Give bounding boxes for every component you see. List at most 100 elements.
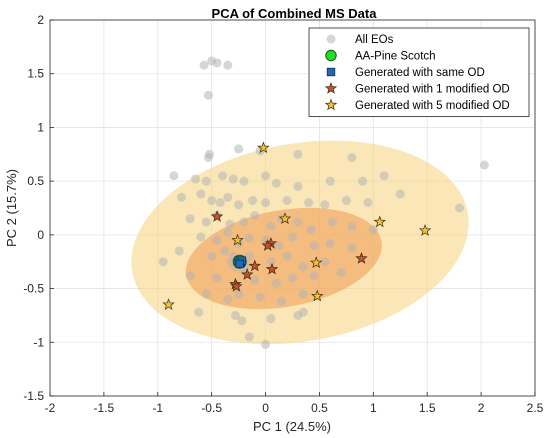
x-tick-label: 1.5 (419, 401, 436, 415)
all-eos-point (293, 182, 303, 192)
all-eos-point (203, 90, 213, 100)
all-eos-point (320, 200, 330, 210)
all-eos-point (220, 246, 230, 256)
x-axis-label: PC 1 (24.5%) (253, 419, 331, 434)
all-eos-point (309, 241, 319, 251)
all-eos-point (327, 217, 337, 227)
all-eos-point (201, 289, 211, 299)
x-tick-label: 2 (478, 401, 485, 415)
x-tick-label: 0.5 (311, 401, 328, 415)
same-od-point (235, 259, 244, 269)
all-eos-point (379, 171, 389, 181)
all-eos-point (223, 228, 233, 238)
series-3 (210, 210, 368, 292)
y-tick-label: -1.5 (23, 389, 44, 403)
all-eos-point (298, 289, 308, 299)
y-axis-ticks: -1.5 -1 -0.5 0 0.5 1 1.5 2 (23, 13, 54, 403)
all-eos-point (207, 251, 217, 261)
all-eos-point (266, 221, 276, 231)
legend-marker (325, 49, 337, 62)
all-eos-point (336, 267, 346, 277)
all-eos-point (325, 176, 335, 186)
one-modified-od-point (265, 262, 279, 275)
x-tick-label: 0 (262, 401, 269, 415)
one-modified-od-point (261, 239, 274, 251)
five-modified-od-point (418, 224, 432, 236)
all-eos-point (217, 171, 227, 181)
five-modified-od-point (278, 212, 292, 225)
all-eos-point (271, 178, 281, 188)
legend-label: Generated with 1 modified OD (355, 84, 510, 96)
x-axis-ticks: -2 -1.5 -1 -0.5 0 0.5 1 1.5 2 2.5 (45, 392, 544, 415)
all-eos-point (347, 243, 357, 253)
all-eos-point (293, 217, 303, 227)
all-eos-point (223, 192, 233, 202)
legend-label: Generated with 5 modified OD (355, 100, 510, 112)
all-eos-point (158, 257, 168, 267)
y-tick-label: 1.5 (27, 67, 44, 81)
all-eos-point (223, 60, 233, 70)
one-modified-od-point (241, 268, 254, 280)
all-eos-point (169, 171, 179, 181)
all-eos-point (306, 224, 316, 234)
all-eos-point (288, 273, 297, 283)
all-eos-point (228, 174, 238, 184)
all-eos-point (234, 200, 244, 210)
one-modified-od-point (355, 251, 368, 264)
data-points (158, 56, 489, 349)
x-tick-label: -1 (152, 401, 163, 415)
all-eos-point (282, 251, 292, 261)
all-eos-point (244, 233, 254, 243)
all-eos-point (237, 316, 247, 326)
y-axis-label: PC 2 (15.7%) (4, 169, 19, 247)
x-tick-label: -2 (45, 401, 56, 415)
one-modified-od-point (248, 259, 261, 272)
all-eos-point (223, 294, 233, 304)
y-tick-label: -0.5 (23, 282, 44, 296)
all-eos-point (320, 257, 330, 267)
series-0 (158, 56, 489, 349)
x-tick-label: 1 (370, 401, 377, 415)
all-eos-point (196, 189, 206, 199)
plot-frame (49, 19, 536, 397)
legend-marker (324, 98, 338, 111)
all-eos-point (196, 232, 206, 242)
x-tick-label: 2.5 (527, 401, 544, 415)
all-eos-point (288, 232, 297, 242)
one-modified-od-point (210, 210, 224, 222)
all-eos-point (250, 211, 260, 221)
all-eos-point (212, 235, 222, 245)
chart-title: PCA of Combined MS Data (212, 6, 378, 21)
all-eos-point (479, 160, 489, 170)
all-eos-point (234, 144, 244, 154)
one-modified-od-point (230, 279, 243, 292)
all-eos-point (244, 332, 254, 342)
five-modified-od-point (311, 289, 324, 302)
five-modified-od-point (162, 298, 175, 310)
y-tick-label: 0 (37, 228, 44, 242)
all-eos-point (309, 271, 319, 281)
all-eos-point (325, 238, 335, 248)
legend-marker (326, 34, 336, 44)
all-eos-point (185, 214, 195, 224)
all-eos-point (201, 176, 211, 186)
x-tick-label: -1.5 (94, 401, 115, 415)
y-tick-label: 2 (37, 13, 44, 27)
all-eos-point (261, 339, 271, 349)
all-eos-point (244, 251, 254, 261)
all-eos-point (293, 149, 303, 159)
all-eos-point (248, 195, 258, 205)
all-eos-point (455, 203, 465, 213)
legend-label: Generated with same OD (355, 67, 485, 79)
all-eos-point (191, 174, 200, 184)
legend: All EOs AA-Pine Scotch Generated with same… (308, 27, 530, 117)
y-tick-label: -1 (33, 335, 44, 349)
all-eos-point (271, 278, 281, 288)
all-eos-point (273, 241, 283, 251)
y-tick-label: 1 (37, 120, 44, 134)
all-eos-point (395, 189, 405, 199)
all-eos-point (368, 224, 378, 234)
all-eos-point (341, 195, 351, 205)
all-eos-point (239, 217, 249, 227)
all-eos-point (239, 176, 249, 186)
